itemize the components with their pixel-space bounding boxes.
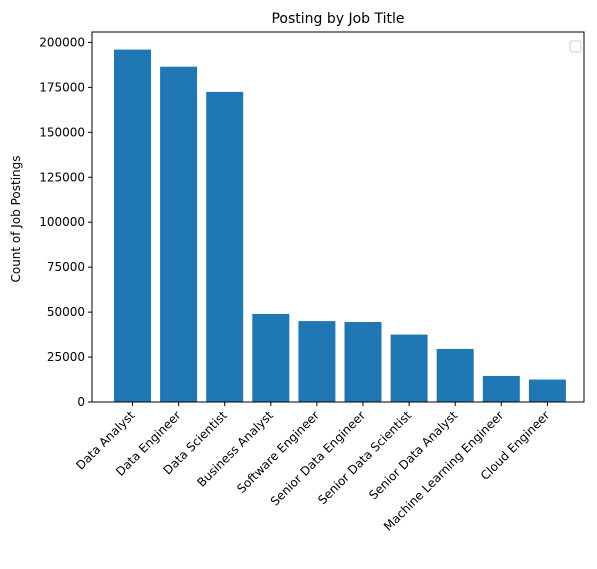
- y-tick-label: 75000: [47, 260, 85, 274]
- y-ticks-group: 0 25000 50000 75000 100000 125000 150000 175000…: [39, 35, 92, 409]
- bar-senior-data-analyst: [436, 348, 474, 402]
- y-tick-label: 25000: [47, 350, 85, 364]
- legend-box: [569, 40, 582, 53]
- x-tick-label: Senior Data Scientist: [315, 408, 414, 507]
- y-tick-label: 200000: [39, 35, 85, 49]
- bar-data-scientist: [206, 91, 244, 402]
- x-tick-label: Software Engineer: [234, 408, 322, 496]
- bar-data-engineer: [160, 66, 198, 403]
- bar-senior-data-engineer: [344, 321, 382, 402]
- bar-machine-learning-engineer: [482, 375, 520, 402]
- bar-senior-data-scientist: [390, 334, 428, 402]
- x-tick-label: Senior Data Analyst: [366, 408, 460, 502]
- y-tick-label: 150000: [39, 125, 85, 139]
- y-tick-label: 50000: [47, 305, 85, 319]
- y-tick-label: 0: [77, 395, 85, 409]
- plot-frame: [91, 31, 585, 403]
- y-axis-label: Count of Job Postings: [9, 155, 23, 282]
- bars-group: [114, 49, 566, 403]
- bar-cloud-engineer: [528, 379, 566, 402]
- bar-software-engineer: [298, 321, 336, 402]
- y-tick-label: 100000: [39, 215, 85, 229]
- bar-data-analyst: [114, 49, 151, 402]
- y-tick-label: 125000: [39, 170, 85, 184]
- bar-business-analyst: [252, 313, 290, 402]
- chart-title: Posting by Job Title: [271, 11, 404, 27]
- y-tick-label: 175000: [39, 80, 85, 94]
